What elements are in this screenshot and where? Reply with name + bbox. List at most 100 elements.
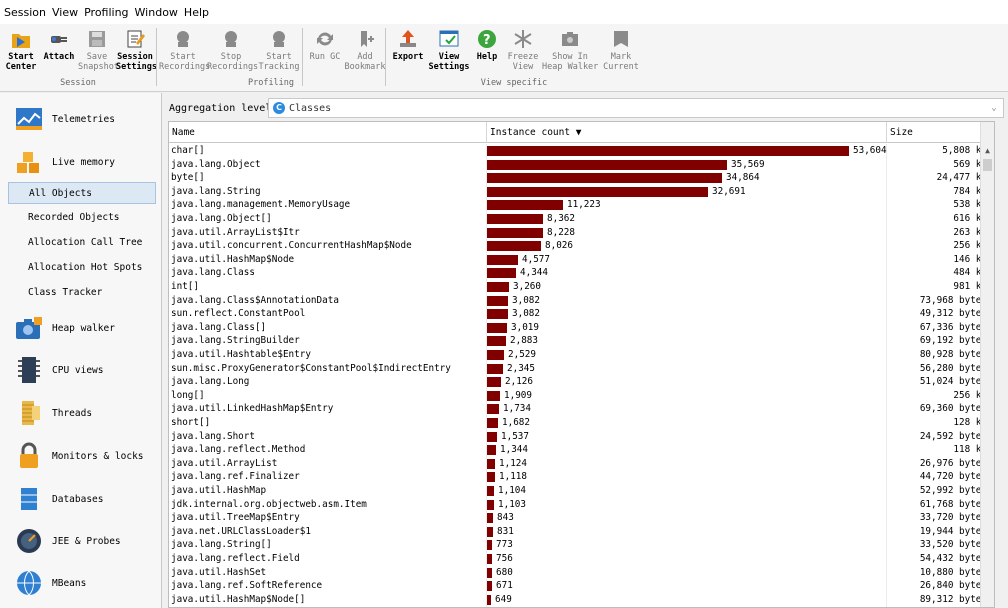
- table-row[interactable]: sun.misc.ProxyGenerator$ConstantPool$Ind…: [169, 362, 989, 376]
- session-settings-button[interactable]: Session Settings: [116, 26, 157, 72]
- table-row[interactable]: int[] 3,260 981 kB: [169, 280, 989, 294]
- table-row[interactable]: java.lang.reflect.Method 1,344 118 kB: [169, 443, 989, 457]
- sidebar-subitem-allocation-call-tree[interactable]: Allocation Call Tree: [28, 237, 143, 248]
- class-name-cell: sun.reflect.ConstantPool: [171, 308, 306, 320]
- menu-profiling[interactable]: Profiling: [84, 5, 129, 19]
- table-row[interactable]: jdk.internal.org.objectweb.asm.Item 1,103…: [169, 498, 989, 512]
- start-tracking-button[interactable]: Start Tracking: [255, 26, 303, 72]
- table-row[interactable]: java.lang.Long 2,126 51,024 bytes: [169, 375, 989, 389]
- table-row[interactable]: java.util.HashMap 1,104 52,992 bytes: [169, 484, 989, 498]
- show-in-heap-walker-icon: [559, 28, 581, 50]
- vertical-scrollbar[interactable]: ▲: [980, 122, 994, 607]
- table-row[interactable]: java.lang.management.MemoryUsage 11,223 53…: [169, 198, 989, 212]
- table-row[interactable]: java.util.LinkedHashMap$Entry 1,734 69,360…: [169, 402, 989, 416]
- add-bookmark-button[interactable]: Add Bookmark: [343, 26, 387, 72]
- class-name-cell: sun.misc.ProxyGenerator$ConstantPool$Ind…: [171, 362, 451, 374]
- view-settings-button[interactable]: View Settings: [428, 26, 470, 72]
- sidebar-item-mbeans[interactable]: MBeans: [0, 567, 160, 599]
- table-row[interactable]: java.lang.Class$AnnotationData 3,082 73,96…: [169, 294, 989, 308]
- sidebar-item-jee-probes[interactable]: JEE & Probes: [0, 525, 160, 557]
- sidebar-item-telemetries[interactable]: Telemetries: [0, 103, 160, 135]
- size-cell: 89,312 bytes: [919, 593, 987, 605]
- instance-count-cell: 680: [487, 566, 887, 580]
- size-cell: 69,360 bytes: [919, 403, 987, 415]
- table-row[interactable]: java.util.Hashtable$Entry 2,529 80,928 byt…: [169, 348, 989, 362]
- session-settings-icon: [124, 28, 146, 50]
- sidebar-item-live-memory[interactable]: Live memory: [0, 146, 160, 178]
- size-cell: 569 kB: [953, 158, 987, 170]
- toolbar-button-label: View Settings: [428, 52, 470, 72]
- table-row[interactable]: java.lang.String 32,691 784 kB: [169, 185, 989, 199]
- table-row[interactable]: java.util.HashMap$Node[] 649 89,312 bytes: [169, 593, 989, 607]
- run-gc-button[interactable]: Run GC: [307, 26, 343, 72]
- table-row[interactable]: java.lang.Object 35,569 569 kB: [169, 158, 989, 172]
- table-row[interactable]: java.lang.StringBuilder 2,883 69,192 bytes: [169, 334, 989, 348]
- table-row[interactable]: java.lang.reflect.Field 756 54,432 bytes: [169, 552, 989, 566]
- start-center-button[interactable]: Start Center: [2, 26, 40, 72]
- table-row[interactable]: java.lang.ref.Finalizer 1,118 44,720 bytes: [169, 470, 989, 484]
- table-row[interactable]: java.util.HashSet 680 10,880 bytes: [169, 566, 989, 580]
- instance-count-bar: [487, 146, 849, 156]
- sidebar-item-monitors-locks[interactable]: Monitors & locks: [0, 440, 160, 472]
- table-row[interactable]: long[] 1,909 256 kB: [169, 389, 989, 403]
- column-header-size[interactable]: Size: [890, 127, 913, 138]
- table-row[interactable]: java.lang.Short 1,537 24,592 bytes: [169, 430, 989, 444]
- help-button[interactable]: ? Help: [470, 26, 504, 72]
- table-row[interactable]: java.lang.Object[] 8,362 616 kB: [169, 212, 989, 226]
- table-row[interactable]: java.lang.Class[] 3,019 67,336 bytes: [169, 321, 989, 335]
- table-row[interactable]: java.util.ArrayList$Itr 8,228 263 kB: [169, 226, 989, 240]
- instance-count-cell: 34,864: [487, 171, 887, 185]
- export-button[interactable]: Export: [388, 26, 428, 72]
- table-row[interactable]: java.lang.Class 4,344 484 kB: [169, 266, 989, 280]
- attach-button[interactable]: Attach: [40, 26, 78, 72]
- table-row[interactable]: byte[] 34,864 24,477 kB: [169, 171, 989, 185]
- sidebar-subitem-allocation-hot-spots[interactable]: Allocation Hot Spots: [28, 262, 143, 273]
- instance-count-value: 680: [496, 566, 513, 578]
- cpu-views-icon: [14, 355, 44, 385]
- scrollbar-thumb[interactable]: [983, 159, 992, 171]
- sidebar-item-cpu-views[interactable]: CPU views: [0, 354, 160, 386]
- sidebar-item-threads[interactable]: Threads: [0, 397, 160, 429]
- size-cell: 24,477 kB: [936, 172, 987, 184]
- column-header-name[interactable]: Name: [169, 122, 487, 143]
- sidebar-item-heap-walker[interactable]: Heap walker: [0, 312, 160, 344]
- instance-count-cell: 1,118: [487, 470, 887, 484]
- freeze-view-button[interactable]: Freeze View: [504, 26, 542, 72]
- sidebar-subitem-recorded-objects[interactable]: Recorded Objects: [28, 212, 120, 223]
- sidebar-subitem-all-objects[interactable]: All Objects: [8, 182, 156, 204]
- toolbar-group-profiling: Start Recordings Stop Recordings Start Tra…: [157, 26, 385, 90]
- instance-count-value: 756: [496, 553, 513, 564]
- table-row[interactable]: short[] 1,682 128 kB: [169, 416, 989, 430]
- scroll-up-icon[interactable]: ▲: [985, 146, 990, 155]
- save-snapshot-button[interactable]: Save Snapshot: [78, 26, 119, 72]
- stop-recordings-button[interactable]: Stop Recordings: [207, 26, 258, 72]
- menu-window[interactable]: Window: [134, 5, 178, 19]
- table-row[interactable]: java.util.ArrayList 1,124 26,976 bytes: [169, 457, 989, 471]
- instance-count-bar: [487, 173, 722, 184]
- size-cell: 56,280 bytes: [919, 362, 987, 374]
- column-header-instance-count[interactable]: Instance count ▼: [487, 122, 887, 143]
- show-in-heap-walker-button[interactable]: Show In Heap Walker: [542, 26, 598, 72]
- table-row[interactable]: sun.reflect.ConstantPool 3,082 49,312 byte…: [169, 307, 989, 321]
- chevron-down-icon[interactable]: ⌄: [991, 103, 997, 113]
- instance-count-value: 773: [496, 539, 513, 551]
- table-row[interactable]: java.util.concurrent.ConcurrentHashMap$N…: [169, 239, 989, 253]
- table-row[interactable]: char[] 53,604 5,808 kB: [169, 144, 989, 158]
- sidebar-item-databases[interactable]: Databases: [0, 483, 160, 515]
- start-recordings-button[interactable]: Start Recordings: [159, 26, 210, 72]
- menu-help[interactable]: Help: [183, 5, 209, 19]
- instance-count-value: 11,223: [567, 199, 601, 211]
- size-cell: 52,992 bytes: [919, 485, 987, 496]
- sidebar-subitem-class-tracker[interactable]: Class Tracker: [28, 287, 103, 298]
- table-row[interactable]: java.lang.String[] 773 33,520 bytes: [169, 538, 989, 552]
- table-row[interactable]: java.lang.ref.SoftReference 671 26,840 byt…: [169, 579, 989, 593]
- instance-count-cell: 649: [487, 593, 887, 607]
- instance-count-bar: [487, 513, 493, 524]
- table-row[interactable]: java.util.TreeMap$Entry 843 33,720 bytes: [169, 511, 989, 525]
- table-row[interactable]: java.net.URLClassLoader$1 831 19,944 bytes: [169, 525, 989, 539]
- menu-session[interactable]: Session: [4, 5, 46, 19]
- aggregation-select[interactable]: C Classes ⌄: [268, 98, 1004, 118]
- mark-current-button[interactable]: Mark Current: [598, 26, 644, 72]
- menu-view[interactable]: View: [51, 5, 79, 19]
- table-row[interactable]: java.util.HashMap$Node 4,577 146 kB: [169, 253, 989, 267]
